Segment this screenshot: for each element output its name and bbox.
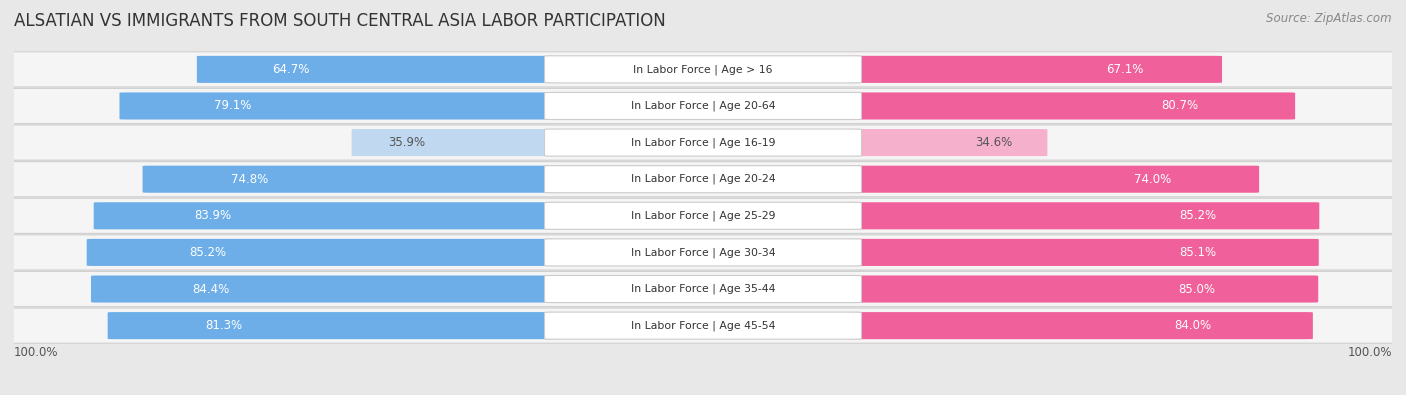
FancyBboxPatch shape bbox=[848, 166, 1260, 193]
FancyBboxPatch shape bbox=[544, 312, 862, 339]
Text: 84.4%: 84.4% bbox=[193, 282, 231, 295]
Text: 80.7%: 80.7% bbox=[1161, 100, 1198, 113]
Text: 83.9%: 83.9% bbox=[194, 209, 232, 222]
FancyBboxPatch shape bbox=[544, 166, 862, 193]
FancyBboxPatch shape bbox=[544, 275, 862, 303]
Text: 79.1%: 79.1% bbox=[214, 100, 252, 113]
FancyBboxPatch shape bbox=[0, 52, 1406, 87]
Text: 64.7%: 64.7% bbox=[271, 63, 309, 76]
Text: In Labor Force | Age 16-19: In Labor Force | Age 16-19 bbox=[631, 137, 775, 148]
Text: 85.1%: 85.1% bbox=[1180, 246, 1216, 259]
Text: In Labor Force | Age 35-44: In Labor Force | Age 35-44 bbox=[631, 284, 775, 294]
Text: Source: ZipAtlas.com: Source: ZipAtlas.com bbox=[1267, 12, 1392, 25]
FancyBboxPatch shape bbox=[0, 271, 1406, 307]
FancyBboxPatch shape bbox=[848, 129, 1047, 156]
FancyBboxPatch shape bbox=[91, 275, 558, 303]
Text: 35.9%: 35.9% bbox=[388, 136, 425, 149]
FancyBboxPatch shape bbox=[94, 202, 558, 229]
FancyBboxPatch shape bbox=[544, 202, 862, 229]
Text: In Labor Force | Age 20-64: In Labor Force | Age 20-64 bbox=[631, 101, 775, 111]
FancyBboxPatch shape bbox=[108, 312, 558, 339]
FancyBboxPatch shape bbox=[848, 312, 1313, 339]
Text: In Labor Force | Age 25-29: In Labor Force | Age 25-29 bbox=[631, 211, 775, 221]
Text: 85.0%: 85.0% bbox=[1178, 282, 1216, 295]
Text: 81.3%: 81.3% bbox=[205, 319, 242, 332]
FancyBboxPatch shape bbox=[197, 56, 558, 83]
FancyBboxPatch shape bbox=[848, 92, 1295, 120]
FancyBboxPatch shape bbox=[87, 239, 558, 266]
FancyBboxPatch shape bbox=[848, 275, 1319, 303]
FancyBboxPatch shape bbox=[142, 166, 558, 193]
Text: In Labor Force | Age 45-54: In Labor Force | Age 45-54 bbox=[631, 320, 775, 331]
FancyBboxPatch shape bbox=[544, 129, 862, 156]
FancyBboxPatch shape bbox=[0, 235, 1406, 270]
Text: 34.6%: 34.6% bbox=[976, 136, 1012, 149]
Text: 74.8%: 74.8% bbox=[232, 173, 269, 186]
Text: 84.0%: 84.0% bbox=[1174, 319, 1212, 332]
Text: ALSATIAN VS IMMIGRANTS FROM SOUTH CENTRAL ASIA LABOR PARTICIPATION: ALSATIAN VS IMMIGRANTS FROM SOUTH CENTRA… bbox=[14, 12, 666, 30]
Text: In Labor Force | Age 30-34: In Labor Force | Age 30-34 bbox=[631, 247, 775, 258]
FancyBboxPatch shape bbox=[0, 198, 1406, 233]
Text: 100.0%: 100.0% bbox=[1347, 346, 1392, 359]
FancyBboxPatch shape bbox=[544, 239, 862, 266]
FancyBboxPatch shape bbox=[848, 56, 1222, 83]
Legend: Alsatian, Immigrants from South Central Asia: Alsatian, Immigrants from South Central … bbox=[529, 393, 877, 395]
FancyBboxPatch shape bbox=[0, 308, 1406, 343]
FancyBboxPatch shape bbox=[0, 125, 1406, 160]
Text: 67.1%: 67.1% bbox=[1107, 63, 1143, 76]
Text: 85.2%: 85.2% bbox=[190, 246, 226, 259]
FancyBboxPatch shape bbox=[544, 92, 862, 120]
FancyBboxPatch shape bbox=[0, 162, 1406, 197]
FancyBboxPatch shape bbox=[544, 56, 862, 83]
FancyBboxPatch shape bbox=[120, 92, 558, 120]
FancyBboxPatch shape bbox=[0, 88, 1406, 124]
Text: In Labor Force | Age 20-24: In Labor Force | Age 20-24 bbox=[631, 174, 775, 184]
Text: 85.2%: 85.2% bbox=[1180, 209, 1216, 222]
FancyBboxPatch shape bbox=[352, 129, 558, 156]
Text: In Labor Force | Age > 16: In Labor Force | Age > 16 bbox=[633, 64, 773, 75]
Text: 74.0%: 74.0% bbox=[1135, 173, 1171, 186]
Text: 100.0%: 100.0% bbox=[14, 346, 59, 359]
FancyBboxPatch shape bbox=[848, 202, 1319, 229]
FancyBboxPatch shape bbox=[848, 239, 1319, 266]
